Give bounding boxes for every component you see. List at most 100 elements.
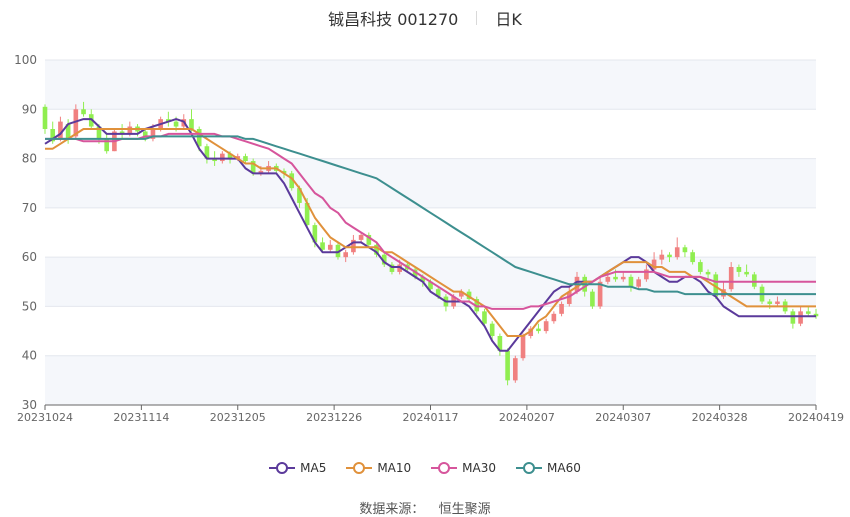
candle bbox=[366, 232, 372, 248]
candle-body bbox=[42, 106, 48, 129]
y-tick-label: 100 bbox=[14, 53, 37, 67]
series-line-ma60 bbox=[45, 135, 816, 296]
candle-body bbox=[65, 124, 71, 139]
candle bbox=[189, 109, 194, 132]
y-axis: 30 40 50 60 70 80 90 100 bbox=[14, 53, 37, 412]
candle-body bbox=[651, 259, 657, 270]
candle-body bbox=[381, 254, 387, 265]
candle bbox=[220, 151, 225, 164]
candle-body bbox=[412, 269, 418, 277]
legend-item-ma30[interactable]: MA30 bbox=[431, 461, 496, 475]
candle-body bbox=[235, 156, 241, 159]
candle bbox=[744, 264, 749, 277]
candle-body bbox=[189, 119, 194, 129]
legend-swatch bbox=[346, 462, 373, 474]
candle bbox=[243, 153, 248, 164]
legend-item-ma10[interactable]: MA10 bbox=[346, 461, 411, 475]
chart-header: 铖昌科技 001270 日K bbox=[0, 6, 850, 30]
period-label[interactable]: 日K bbox=[495, 10, 522, 29]
legend: MA5 MA10 MA30 MA60 bbox=[0, 458, 850, 478]
legend-item-ma60[interactable]: MA60 bbox=[516, 461, 581, 475]
candle bbox=[674, 237, 680, 260]
candle-body bbox=[73, 109, 79, 137]
title-separator bbox=[476, 11, 478, 25]
series-line-ma30 bbox=[45, 132, 816, 310]
candle-body bbox=[304, 202, 310, 226]
candle-body bbox=[566, 291, 572, 304]
candles bbox=[42, 101, 819, 386]
candle bbox=[343, 249, 349, 263]
candle bbox=[636, 276, 641, 290]
candle-body bbox=[636, 279, 641, 287]
candle-body bbox=[81, 109, 86, 115]
x-tick-label: 20240419 bbox=[788, 411, 844, 424]
candle-body bbox=[389, 264, 395, 272]
candle bbox=[752, 271, 757, 290]
candle bbox=[320, 237, 325, 253]
candle-body bbox=[613, 276, 618, 280]
candle-body bbox=[520, 336, 526, 359]
ma-lines bbox=[44, 118, 816, 352]
candle-body bbox=[805, 311, 811, 314]
candle bbox=[374, 242, 379, 258]
candle-body bbox=[243, 156, 248, 162]
y-tick-label: 90 bbox=[22, 102, 37, 116]
candle-body bbox=[297, 188, 302, 203]
candle bbox=[690, 249, 695, 265]
candle bbox=[204, 143, 210, 164]
candle-body bbox=[590, 291, 595, 307]
legend-marker bbox=[438, 462, 451, 474]
candle-body bbox=[489, 323, 495, 336]
candle bbox=[50, 121, 56, 144]
candle-body bbox=[690, 252, 695, 263]
candle-body bbox=[428, 281, 433, 290]
series-line-ma5 bbox=[44, 118, 816, 352]
legend-marker bbox=[276, 462, 289, 474]
candle-body bbox=[667, 254, 672, 258]
candle bbox=[166, 111, 171, 127]
candle bbox=[667, 252, 672, 263]
candle-body bbox=[790, 311, 796, 324]
candle bbox=[736, 264, 742, 277]
candle bbox=[381, 252, 387, 267]
legend-item-ma5[interactable]: MA5 bbox=[269, 461, 326, 475]
candle-body bbox=[620, 276, 626, 280]
candle-body bbox=[551, 313, 557, 322]
candle-body bbox=[813, 313, 819, 317]
candle bbox=[682, 244, 688, 258]
candle bbox=[358, 232, 364, 243]
candle bbox=[505, 348, 510, 386]
candle-body bbox=[366, 234, 372, 245]
candle-body bbox=[119, 131, 125, 134]
candle-body bbox=[767, 301, 773, 304]
y-tick-label: 60 bbox=[22, 250, 37, 264]
candle bbox=[528, 326, 534, 339]
candle bbox=[597, 276, 603, 309]
candle-body bbox=[605, 276, 611, 282]
candle-body bbox=[204, 146, 210, 159]
candle bbox=[520, 333, 526, 361]
candle-body bbox=[674, 247, 680, 258]
candle-body bbox=[58, 121, 63, 139]
grid-lines bbox=[45, 59, 816, 406]
background-bands bbox=[45, 60, 816, 405]
candle bbox=[790, 308, 796, 329]
y-tick-label: 80 bbox=[22, 152, 37, 166]
candle bbox=[805, 306, 811, 317]
candle-body bbox=[744, 271, 749, 275]
candle bbox=[489, 321, 495, 341]
x-tick-label: 20240117 bbox=[403, 411, 459, 424]
candle bbox=[728, 262, 734, 292]
x-tick-label: 20240307 bbox=[595, 411, 651, 424]
candle-body bbox=[343, 252, 349, 258]
legend-label: MA30 bbox=[462, 461, 497, 475]
candle bbox=[644, 264, 649, 282]
y-tick-label: 40 bbox=[22, 349, 37, 363]
candle bbox=[42, 104, 48, 134]
stock-title: 铖昌科技 001270 bbox=[328, 10, 459, 29]
grid-band bbox=[45, 158, 816, 208]
x-tick-label: 20240207 bbox=[499, 411, 555, 424]
y-tick-label: 70 bbox=[22, 201, 37, 215]
candle-body bbox=[713, 274, 719, 297]
candle-body bbox=[775, 301, 780, 304]
